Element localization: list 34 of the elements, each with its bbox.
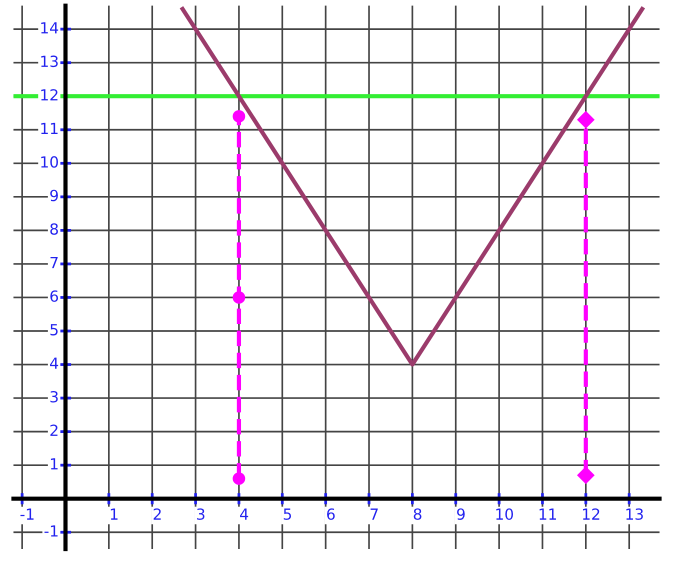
x-tick-label: 3 — [197, 508, 204, 520]
y-tick-label: 5 — [50, 324, 58, 336]
x-tick-label: 9 — [457, 508, 465, 520]
y-tick-label: 8 — [50, 223, 58, 235]
x-tick-label: 11 — [540, 508, 556, 520]
x-tick-label: 5 — [284, 508, 292, 520]
y-tick-label: 3 — [50, 390, 58, 403]
y-tick-label: 12 — [41, 89, 58, 100]
x-tick-label: 8 — [414, 508, 422, 520]
y-tick-label: 2 — [50, 424, 58, 436]
y-tick-label: 7 — [50, 257, 58, 268]
y-tick-label: 6 — [50, 290, 58, 302]
y-tick-label: 11 — [41, 122, 58, 134]
x-tick-label: 4 — [240, 508, 248, 520]
x-tick-label: 10 — [496, 508, 514, 520]
point — [577, 111, 594, 128]
x-tick-label: 2 — [154, 508, 161, 520]
point — [232, 291, 246, 304]
y-tick-label: 1 — [50, 458, 58, 470]
point — [577, 466, 594, 484]
x-tick-label: 12 — [582, 508, 600, 520]
point — [232, 110, 246, 123]
y-tick-label: 9 — [50, 190, 58, 202]
x-tick-label: 6 — [327, 508, 335, 520]
y-tick-label: 4 — [50, 358, 58, 369]
y-tick-label: 13 — [41, 56, 58, 68]
x-tick-label: 7 — [370, 508, 378, 520]
y-tick-label: 10 — [41, 156, 58, 168]
y-tick-label: 14 — [41, 22, 58, 34]
x-tick-label: -1 — [20, 508, 34, 520]
x-tick-label: 1 — [110, 508, 118, 520]
y-tick-label: -1 — [44, 525, 58, 536]
x-tick-label: 13 — [626, 508, 643, 520]
point — [232, 472, 246, 485]
